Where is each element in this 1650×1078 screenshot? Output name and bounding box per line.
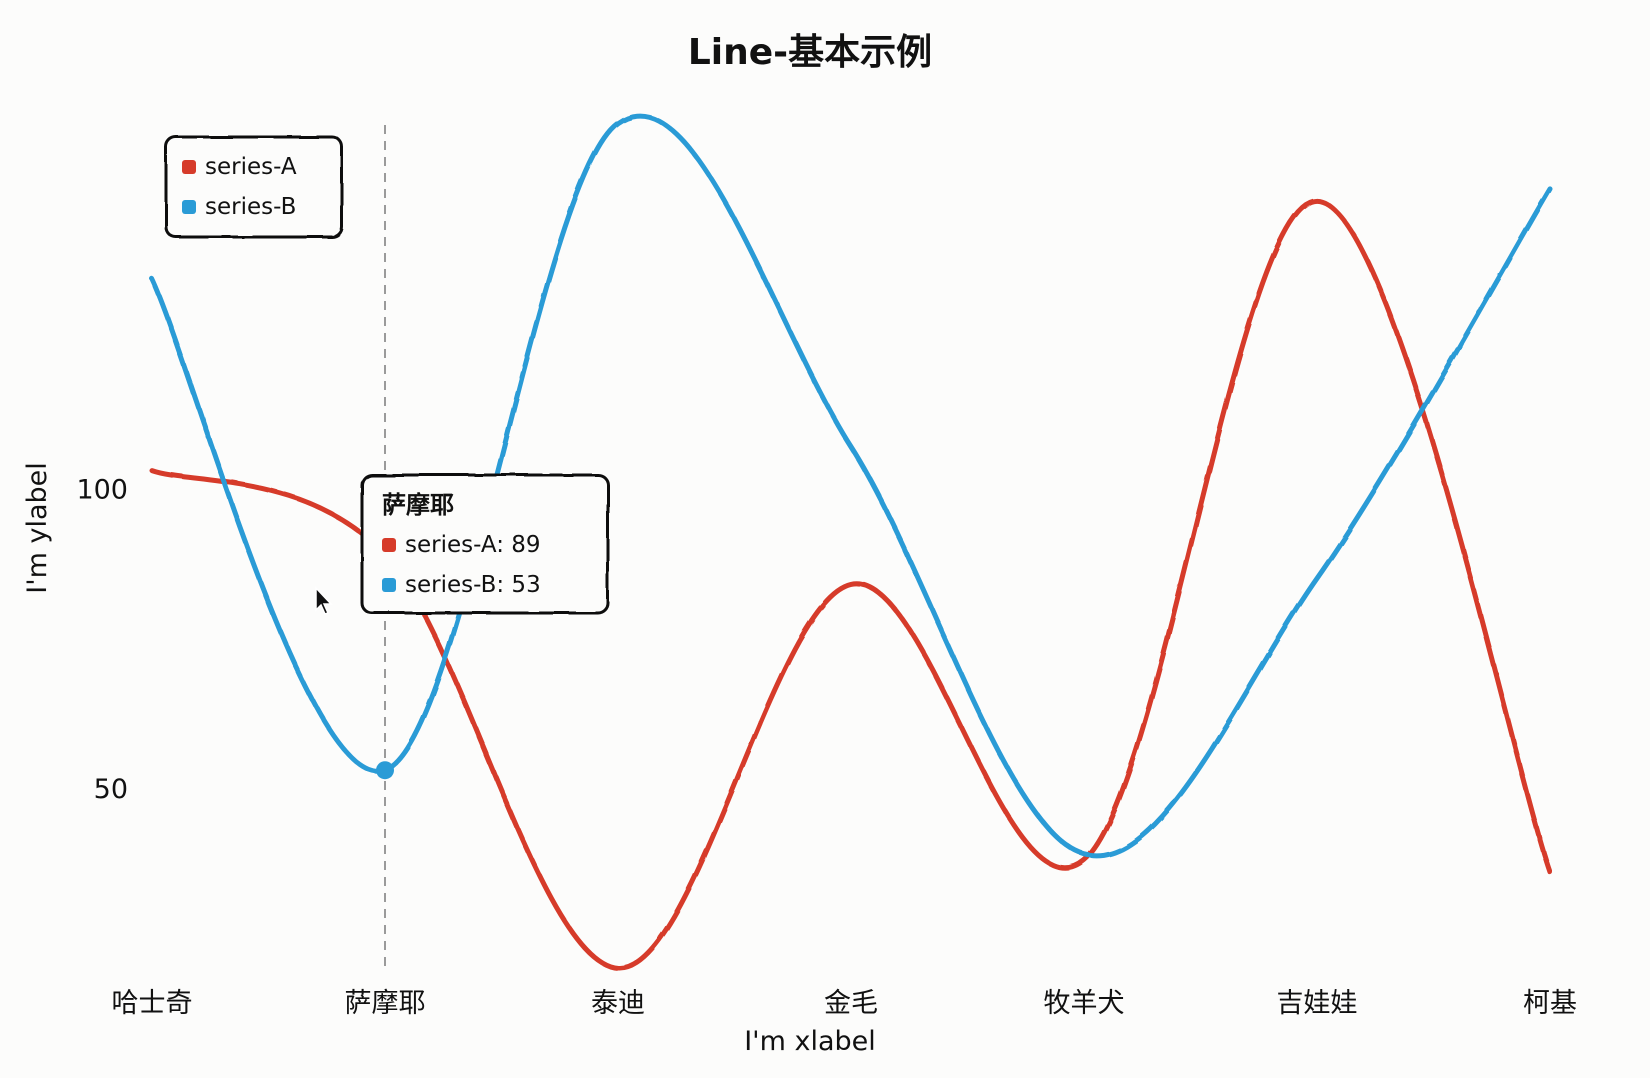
- legend-label: series-B: [205, 194, 296, 220]
- tooltip: 萨摩耶 series-A: 89 series-B: 53: [360, 473, 610, 615]
- x-tick-label: 牧羊犬: [1044, 988, 1125, 1019]
- tooltip-item-series-b: series-B: 53: [405, 572, 541, 598]
- chart-title: Line-基本示例: [688, 32, 932, 73]
- x-tick-label: 泰迪: [591, 988, 645, 1019]
- tooltip-title: 萨摩耶: [382, 491, 454, 519]
- hover-point-series-b: [376, 761, 394, 780]
- y-tick-label: 100: [76, 475, 128, 506]
- x-tick-label: 金毛: [824, 988, 878, 1019]
- tooltip-swatch: [382, 578, 396, 592]
- legend-label: series-A: [205, 154, 297, 180]
- x-tick-label: 吉娃娃: [1277, 988, 1358, 1019]
- legend: series-A series-B: [164, 135, 344, 239]
- legend-item-series-b[interactable]: series-B: [182, 194, 296, 220]
- y-tick-label: 50: [94, 774, 128, 805]
- tooltip-item-series-a: series-A: 89: [405, 532, 541, 558]
- legend-item-series-a[interactable]: series-A: [182, 154, 297, 180]
- y-axis-title: I'm ylabel: [22, 462, 53, 594]
- legend-swatch: [182, 200, 196, 214]
- x-tick-label: 萨摩耶: [345, 988, 426, 1019]
- x-tick-label: 哈士奇: [112, 988, 193, 1019]
- x-tick-label: 柯基: [1523, 988, 1577, 1019]
- tooltip-box: [360, 473, 610, 615]
- tooltip-swatch: [382, 538, 396, 552]
- x-axis-title: I'm xlabel: [744, 1026, 876, 1057]
- legend-swatch: [182, 160, 196, 174]
- legend-box: [164, 135, 344, 239]
- mouse-cursor-icon: [315, 586, 333, 615]
